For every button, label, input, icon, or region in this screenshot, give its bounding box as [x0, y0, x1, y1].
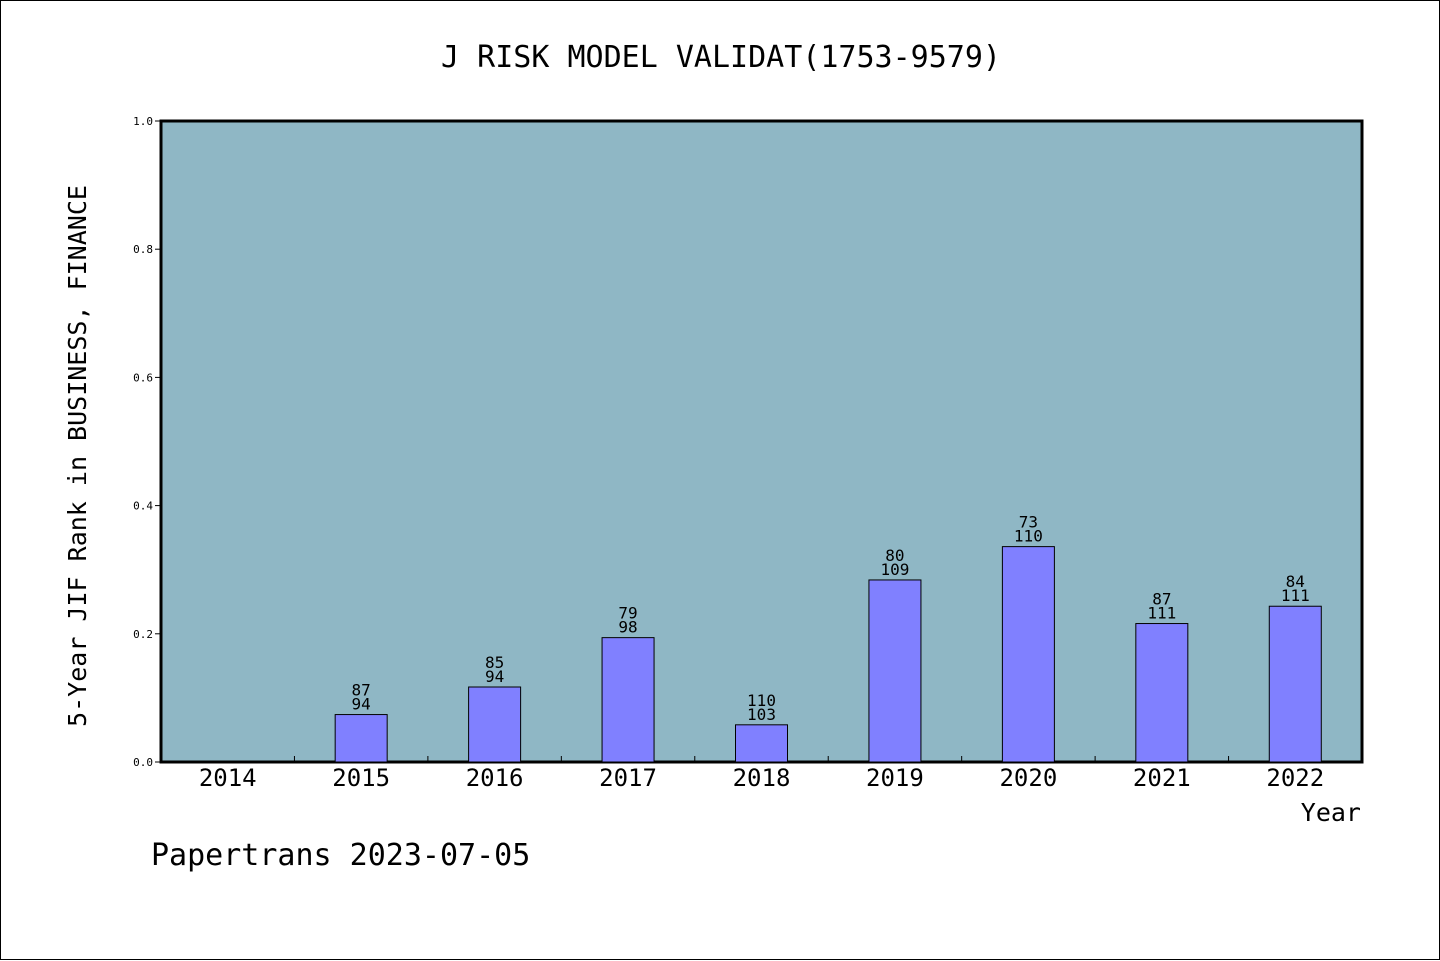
x-tick-label: 2021: [1133, 764, 1191, 792]
y-axis-label: 5-Year JIF Rank in BUSINESS, FINANCE: [63, 185, 92, 727]
x-tick-label: 2018: [733, 764, 791, 792]
bar-label-top: 79: [618, 604, 637, 623]
bar-label-bottom: 103: [747, 705, 776, 724]
bar-label-top: 85: [485, 653, 504, 672]
x-tick-label: 2022: [1266, 764, 1324, 792]
x-tick-label: 2020: [999, 764, 1057, 792]
bar-label-top: 87: [352, 681, 371, 700]
bar: [1135, 623, 1189, 763]
bar: [601, 637, 655, 763]
bar: [334, 714, 388, 763]
y-tick-label: 0.4: [133, 500, 153, 513]
y-axis: 0.0 0.2 0.4 0.6 0.8 1.0: [133, 115, 161, 769]
bar-label-top: 73: [1019, 513, 1038, 532]
bar-label-top: 84: [1286, 572, 1305, 591]
bar: [868, 579, 922, 763]
bar-label-top: 110: [747, 691, 776, 710]
y-tick-label: 0.8: [133, 243, 153, 256]
chart-title: J RISK MODEL VALIDAT(1753-9579): [441, 40, 1001, 75]
x-tick-label: 2016: [466, 764, 524, 792]
x-tick-label: 2015: [332, 764, 390, 792]
x-tick-label: 2014: [199, 764, 257, 792]
bar-label-bottom: 94: [485, 667, 504, 686]
footer-text: Papertrans 2023-07-05: [151, 838, 530, 873]
bar-label-bottom: 111: [1147, 604, 1176, 623]
bar-label-bottom: 94: [352, 695, 371, 714]
bar-label-bottom: 109: [880, 560, 909, 579]
bar-label-bottom: 111: [1281, 586, 1310, 605]
bar: [468, 686, 522, 763]
bar: [1268, 605, 1322, 763]
bar-label-top: 80: [885, 546, 904, 565]
bar-label-top: 87: [1152, 590, 1171, 609]
x-tick-label: 2019: [866, 764, 924, 792]
y-tick-label: 0.0: [133, 756, 153, 769]
x-axis-label: Year: [1301, 798, 1361, 827]
y-tick-label: 0.6: [133, 371, 153, 384]
bar: [735, 724, 788, 763]
x-axis: 2014 2015 2016 2017 2018 2019 2020 2021 2022: [199, 756, 1324, 792]
bar: [1001, 546, 1055, 763]
bar-label-bottom: 98: [618, 618, 637, 637]
y-tick-label: 1.0: [133, 115, 153, 128]
bar-label-bottom: 110: [1014, 527, 1043, 546]
y-tick-label: 0.2: [133, 628, 153, 641]
x-tick-label: 2017: [599, 764, 657, 792]
